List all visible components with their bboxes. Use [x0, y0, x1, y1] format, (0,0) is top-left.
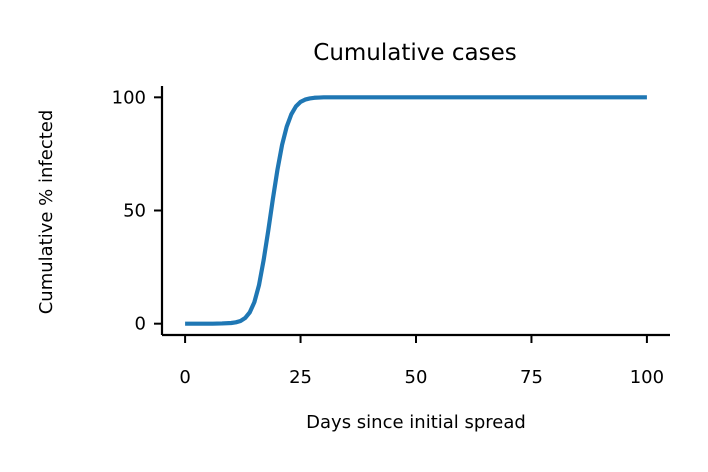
x-axis-label: Days since initial spread — [306, 412, 526, 433]
x-tick-label: 50 — [405, 367, 428, 388]
ticks: 0 25 50 75 100 0 50 100 — [112, 87, 664, 388]
y-tick-label: 0 — [135, 314, 146, 335]
series-line — [185, 95, 647, 326]
x-tick-label: 0 — [179, 367, 190, 388]
y-tick-label: 50 — [123, 201, 146, 222]
y-tick-label: 100 — [112, 87, 146, 108]
x-tick-label: 75 — [520, 367, 543, 388]
series-layer — [185, 95, 647, 326]
chart-title: Cumulative cases — [313, 40, 516, 66]
y-axis-label: Cumulative % infected — [36, 110, 57, 315]
x-tick-label: 100 — [630, 367, 664, 388]
x-tick-label: 25 — [289, 367, 312, 388]
plot-area: 0 25 50 75 100 0 50 100 — [112, 86, 670, 388]
